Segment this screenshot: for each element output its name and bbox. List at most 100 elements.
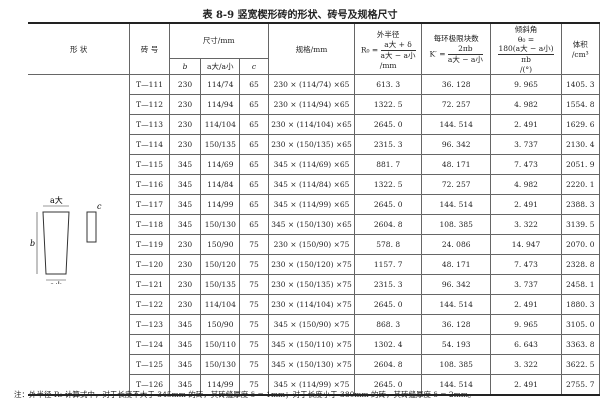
cell-angle: 14. 947 <box>490 234 562 255</box>
cell-spec: 345 × (114/84) ×65 <box>267 174 356 195</box>
header-size: 尺寸/mm <box>168 22 269 59</box>
cell-a: 114/99 <box>200 194 241 215</box>
cell-spec: 345 × (114/69) ×65 <box>267 154 356 175</box>
cell-angle: 2. 491 <box>490 194 562 215</box>
label-c: c <box>97 202 102 211</box>
cell-c: 65 <box>239 174 269 195</box>
cell-b: 230 <box>168 94 202 115</box>
cell-code: T—124 <box>129 334 170 355</box>
angle-lhs: θ₀ = <box>517 35 535 44</box>
header-a: a大/a小 <box>200 57 241 76</box>
cell-radius: 2315. 3 <box>354 274 422 295</box>
cell-angle: 4. 982 <box>490 174 562 195</box>
header-c: c <box>239 57 269 76</box>
wedge-brick-diagram: a大 b a小 c <box>30 195 102 290</box>
cell-b: 345 <box>168 354 202 375</box>
cell-count: 108. 385 <box>420 354 492 375</box>
radius-label: 外半径 <box>376 29 400 39</box>
cell-angle: 2. 491 <box>490 294 562 315</box>
label-a-large: a大 <box>50 195 63 205</box>
cell-volume: 1880. 3 <box>560 294 600 315</box>
cell-a: 114/84 <box>200 174 241 195</box>
cell-radius: 2645. 0 <box>354 294 422 315</box>
table-row: T—121 230 150/135 75 230 × (150/135) ×75 2315… <box>28 274 600 295</box>
cell-radius: 1157. 7 <box>354 254 422 275</box>
cell-a: 114/104 <box>200 114 241 135</box>
cell-count: 54. 193 <box>420 334 492 355</box>
angle-label: 倾斜角 <box>514 25 538 34</box>
cell-volume: 3139. 5 <box>560 214 600 235</box>
cell-volume: 2755. 7 <box>560 374 600 396</box>
cell-spec: 345 × (150/90) ×75 <box>267 314 356 335</box>
cell-code: T—121 <box>129 274 170 295</box>
cell-c: 75 <box>239 294 269 315</box>
cell-count: 72. 257 <box>420 174 492 195</box>
cell-code: T—113 <box>129 114 170 135</box>
cell-b: 345 <box>168 174 202 195</box>
header-volume: 体积 /cm³ <box>560 22 600 75</box>
cell-volume: 2458. 1 <box>560 274 600 295</box>
cell-a: 114/74 <box>200 74 241 95</box>
header-code: 砖 号 <box>129 22 170 75</box>
cell-count: 48. 171 <box>420 154 492 175</box>
table-row: T—124 345 150/110 75 345 × (150/110) ×75 1302… <box>28 334 600 355</box>
cell-count: 36. 128 <box>420 314 492 335</box>
table-row: T—122 230 114/104 75 230 × (114/104) ×75 2645… <box>28 294 600 315</box>
cell-angle: 9. 965 <box>490 74 562 95</box>
table-note: 注：外半径 R₀ 计算式中，对于长度不大于 345mm 的砖，其砖缝厚度 δ =… <box>14 390 476 399</box>
cell-radius: 613. 3 <box>354 74 422 95</box>
header-shape: 形 状 <box>28 22 131 75</box>
cell-angle: 4. 982 <box>490 94 562 115</box>
cell-a: 150/90 <box>200 314 241 335</box>
cell-code: T—114 <box>129 134 170 155</box>
cell-radius: 578. 8 <box>354 234 422 255</box>
cell-volume: 3363. 8 <box>560 334 600 355</box>
cell-radius: 1302. 4 <box>354 334 422 355</box>
cell-spec: 345 × (150/130) ×75 <box>267 354 356 375</box>
cell-a: 114/104 <box>200 294 241 315</box>
cell-code: T—119 <box>129 234 170 255</box>
cell-spec: 345 × (114/99) ×65 <box>267 194 356 215</box>
cell-a: 114/69 <box>200 154 241 175</box>
cell-spec: 345 × (150/110) ×75 <box>267 334 356 355</box>
cell-volume: 2130. 4 <box>560 134 600 155</box>
cell-c: 65 <box>239 74 269 95</box>
cell-b: 345 <box>168 334 202 355</box>
cell-code: T—120 <box>129 254 170 275</box>
cell-spec: 230 × (150/120) ×75 <box>267 254 356 275</box>
cell-volume: 2328. 8 <box>560 254 600 275</box>
radius-lhs: R₀ = <box>360 45 379 54</box>
cell-b: 345 <box>168 314 202 335</box>
cell-code: T—126 <box>129 374 170 396</box>
cell-c: 75 <box>239 354 269 375</box>
cell-volume: 2220. 1 <box>560 174 600 195</box>
cell-spec: 230 × (150/135) ×65 <box>267 134 356 155</box>
cell-spec: 345 × (114/99) ×75 <box>267 374 356 396</box>
cell-radius: 2645. 0 <box>354 114 422 135</box>
cell-code: T—112 <box>129 94 170 115</box>
cell-b: 345 <box>168 154 202 175</box>
shape-diagram-cell: a大 b a小 c <box>28 74 131 396</box>
cell-count: 24. 086 <box>420 234 492 255</box>
cell-c: 75 <box>239 374 269 396</box>
table-row: T—113 230 114/104 65 230 × (114/104) ×65 2645… <box>28 114 600 135</box>
cell-c: 65 <box>239 214 269 235</box>
cell-c: 65 <box>239 134 269 155</box>
cell-b: 345 <box>168 214 202 235</box>
cell-angle: 3. 322 <box>490 214 562 235</box>
cell-b: 230 <box>168 74 202 95</box>
cell-a: 150/130 <box>200 214 241 235</box>
cell-code: T—123 <box>129 314 170 335</box>
cell-code: T—122 <box>129 294 170 315</box>
count-label: 每环极限块数 <box>433 34 479 43</box>
cell-angle: 2. 491 <box>490 114 562 135</box>
count-numerator: 2πb <box>447 44 483 55</box>
brick-spec-table: 形 状 砖 号 尺寸/mm 规格/mm 外半径 R₀ = a大 + δ a大 − … <box>28 22 600 396</box>
cell-code: T—117 <box>129 194 170 215</box>
cell-angle: 2. 491 <box>490 374 562 396</box>
angle-numerator: 180(a大 − a小) <box>498 44 554 55</box>
label-a-small: a小 <box>50 281 63 284</box>
cell-code: T—118 <box>129 214 170 235</box>
header-b: b <box>169 57 202 76</box>
cell-volume: 3622. 5 <box>560 354 600 375</box>
